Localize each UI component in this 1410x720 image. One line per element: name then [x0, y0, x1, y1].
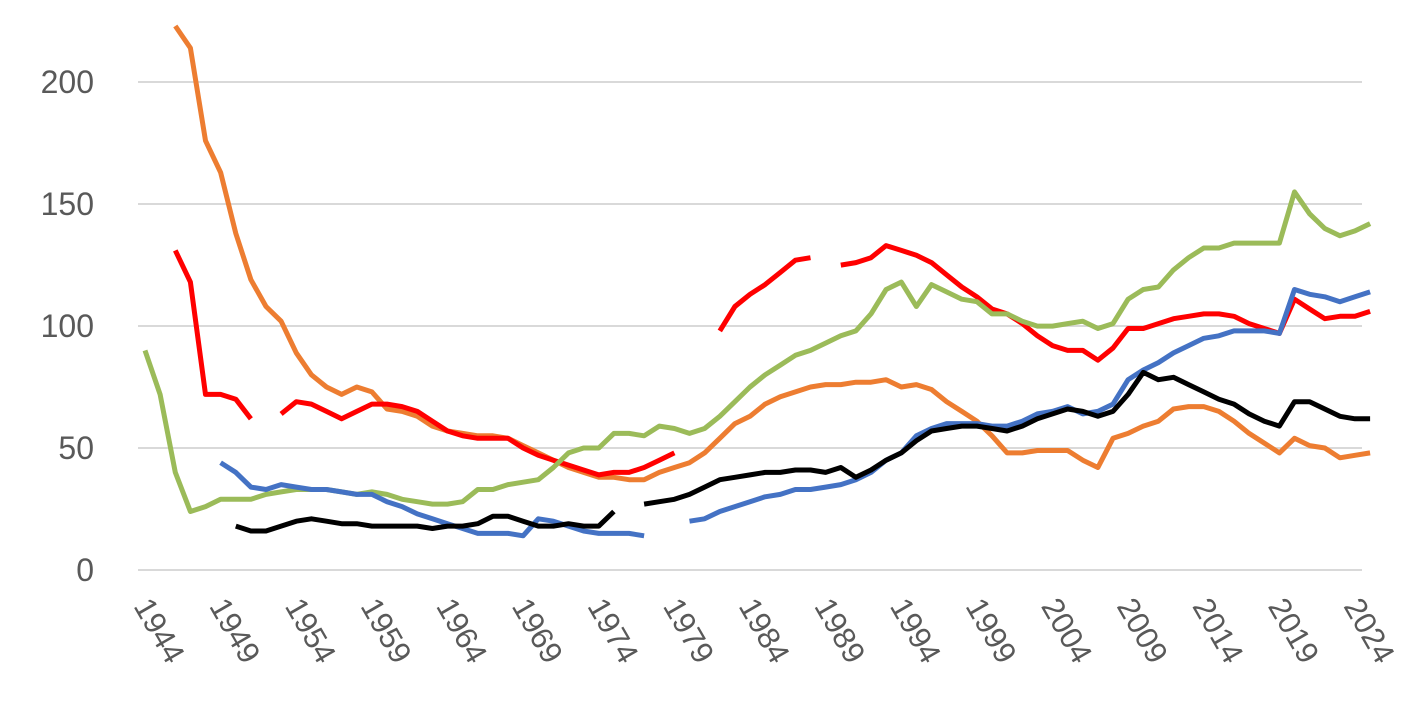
series-3-segment-1: [689, 287, 1371, 524]
x-tick-label: 1949: [203, 592, 268, 669]
x-axis-labels: 1944 1949 1954 1959 1964 1969 1974 1979 1984 1989…: [127, 592, 1402, 669]
series-lines: [142, 24, 1372, 539]
x-tick-label: 1989: [808, 592, 873, 669]
x-tick-label: 1964: [429, 592, 494, 669]
x-tick-label: 2019: [1261, 592, 1326, 669]
series-4-segment-0: [235, 509, 616, 534]
y-tick-label: 200: [41, 64, 94, 100]
series-1-segment-1: [279, 399, 676, 478]
y-tick-label: 50: [58, 430, 94, 466]
x-tick-label: 1979: [656, 592, 721, 669]
series-4-segment-1: [643, 369, 1371, 507]
x-tick-label: 2004: [1034, 592, 1099, 669]
x-tick-label: 1944: [127, 592, 192, 669]
series-2-segment-0: [142, 189, 1372, 514]
x-tick-label: 2009: [1110, 592, 1175, 669]
series-1-segment-2: [717, 255, 811, 333]
x-tick-label: 1954: [278, 592, 343, 669]
y-tick-label: 0: [76, 552, 94, 588]
x-tick-label: 1974: [581, 592, 646, 669]
series-3-segment-0: [219, 460, 645, 539]
y-tick-label: 150: [41, 186, 94, 222]
x-tick-label: 1959: [354, 592, 419, 669]
y-tick-label: 100: [41, 308, 94, 344]
x-tick-label: 1999: [959, 592, 1024, 669]
y-axis-labels: 0 50 100 150 200: [41, 64, 94, 588]
gridlines: [138, 81, 1362, 571]
series-1-segment-0: [173, 249, 253, 421]
x-tick-label: 1984: [732, 592, 797, 669]
x-tick-label: 1994: [883, 592, 948, 669]
x-tick-label: 2014: [1186, 592, 1251, 669]
x-tick-label: 2024: [1337, 592, 1402, 669]
series-0-segment-0: [173, 24, 1371, 483]
x-tick-label: 1969: [505, 592, 570, 669]
